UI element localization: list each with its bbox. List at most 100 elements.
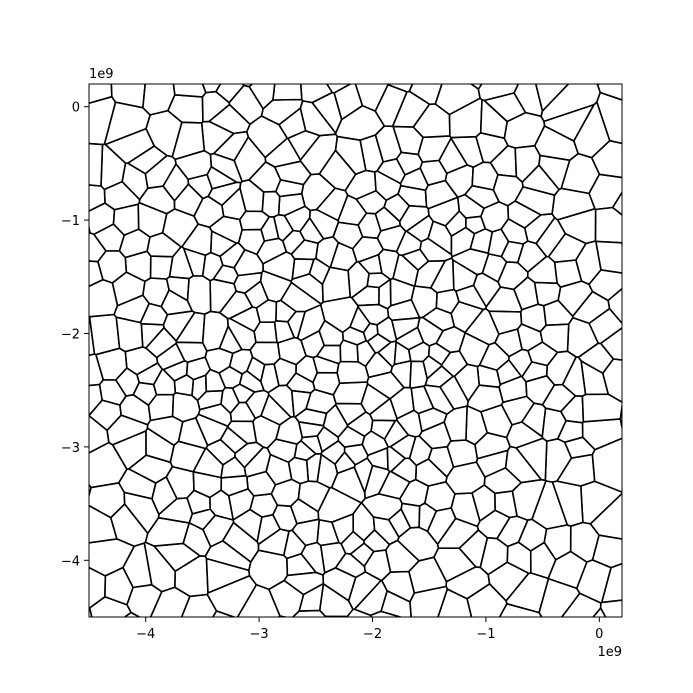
voronoi-cell [210, 230, 238, 258]
voronoi-cell [308, 208, 340, 240]
voronoi-cell [427, 220, 453, 256]
voronoi-cell [483, 92, 527, 123]
voronoi-cell [333, 84, 364, 121]
voronoi-cell [260, 216, 280, 242]
voronoi-cell [202, 514, 235, 548]
voronoi-cell [514, 186, 556, 216]
voronoi-cell [212, 610, 237, 617]
x-offset-label: 1e9 [597, 645, 622, 660]
voronoi-cell [591, 437, 622, 493]
voronoi-cell [334, 135, 367, 175]
voronoi-cell [349, 305, 371, 334]
voronoi-cell [308, 257, 331, 286]
voronoi-cell [539, 323, 570, 354]
voronoi-cell [346, 411, 374, 438]
voronoi-cell [260, 394, 292, 426]
plot-frame [88, 83, 623, 618]
voronoi-cell [561, 356, 587, 397]
voronoi-cell [395, 230, 423, 257]
voronoi-cell [275, 299, 297, 323]
voronoi-cell [220, 474, 249, 497]
voronoi-cell [346, 608, 373, 617]
voronoi-cell [123, 491, 160, 535]
voronoi-cell [244, 280, 269, 309]
voronoi-cell [349, 542, 375, 568]
voronoi-cell [538, 577, 581, 617]
voronoi-cell [89, 142, 104, 187]
voronoi-cell [89, 84, 113, 105]
voronoi-cell [356, 339, 377, 368]
voronoi-cell [186, 489, 211, 515]
voronoi-cell [234, 441, 265, 469]
voronoi-cell [282, 529, 307, 560]
voronoi-cell [98, 379, 127, 406]
voronoi-cell [611, 190, 622, 216]
voronoi-cell [436, 517, 480, 550]
voronoi-cell [89, 260, 104, 288]
voronoi-cell [118, 228, 151, 259]
voronoi-cell [372, 516, 400, 546]
voronoi-cell [569, 521, 600, 563]
voronoi-cell [596, 84, 622, 101]
voronoi-cell [238, 370, 265, 393]
voronoi-cell [152, 368, 177, 396]
voronoi-cell [89, 504, 118, 544]
voronoi-cell [297, 421, 325, 439]
voronoi-cell [535, 217, 567, 258]
x-tick-label: −1 [476, 627, 495, 642]
voronoi-cell [496, 359, 523, 386]
voronoi-cell [89, 313, 121, 356]
voronoi-cell [380, 590, 412, 617]
y-tick-label: −2 [61, 327, 80, 342]
voronoi-cell [389, 277, 416, 307]
voronoi-cell [588, 269, 622, 302]
voronoi-cell [123, 611, 141, 617]
voronoi-cell [429, 257, 455, 294]
voronoi-cell [525, 374, 556, 406]
voronoi-cell [480, 201, 510, 233]
voronoi-cell [261, 190, 281, 218]
y-tick-label: −4 [61, 554, 80, 569]
voronoi-cell [541, 407, 567, 442]
voronoi-cell [236, 583, 281, 617]
voronoi-cell [393, 341, 412, 366]
voronoi-cell [591, 534, 622, 569]
voronoi-cell [89, 184, 106, 212]
voronoi-cell [228, 84, 264, 125]
voronoi-cell [104, 566, 134, 606]
voronoi-cell [383, 193, 411, 223]
voronoi-cell [273, 160, 312, 186]
voronoi-cell [466, 583, 508, 617]
voronoi-cell [287, 456, 310, 485]
voronoi-cell [256, 513, 281, 546]
voronoi-cell [391, 316, 421, 341]
y-offset-label: 1e9 [89, 67, 114, 82]
voronoi-cell [517, 518, 548, 552]
voronoi-cell [427, 342, 452, 366]
voronoi-cell [514, 145, 541, 183]
y-tick-label: −1 [61, 214, 80, 229]
voronoi-cell [448, 97, 483, 139]
voronoi-cell [500, 240, 525, 264]
voronoi-cell [300, 541, 326, 576]
x-tick-label: 0 [595, 627, 603, 642]
voronoi-cell [592, 607, 607, 617]
voronoi-cell [143, 541, 176, 593]
voronoi-cell [418, 502, 438, 533]
voronoi-cell [409, 360, 429, 390]
voronoi-cell [218, 325, 243, 355]
y-axis: 0 −1 −2 −3 −4 [61, 101, 89, 569]
voronoi-cell [374, 84, 408, 128]
voronoi-cell [373, 170, 402, 202]
voronoi-cell [498, 602, 543, 617]
voronoi-cell [488, 310, 523, 335]
voronoi-cell [543, 103, 595, 142]
voronoi-cell [504, 445, 543, 484]
voronoi-cell [352, 501, 376, 542]
voronoi-cell [265, 453, 293, 486]
voronoi-cell [299, 100, 337, 137]
voronoi-cell [479, 99, 509, 139]
voronoi-cell [298, 582, 325, 612]
voronoi-cell [347, 260, 370, 299]
